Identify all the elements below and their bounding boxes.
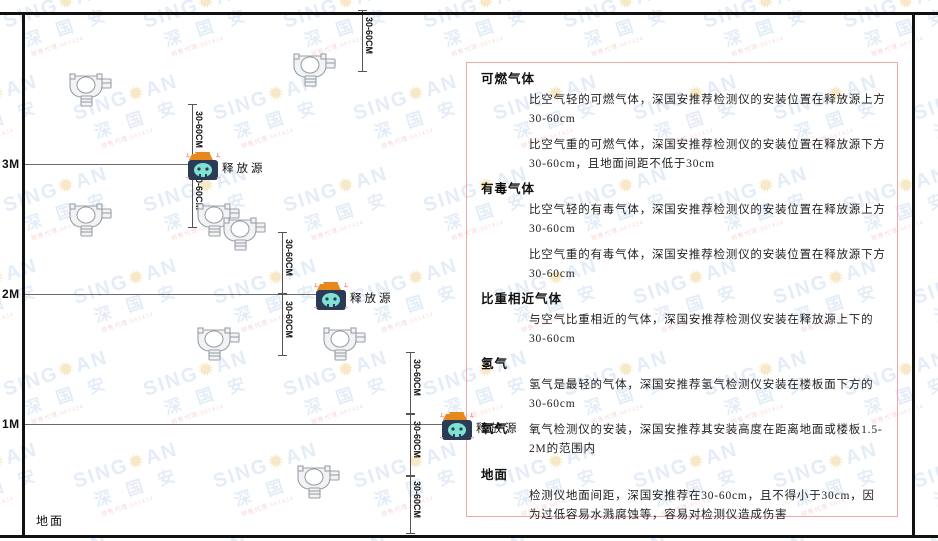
panel-section-combustible: 可燃气体比空气轻的可燃气体，深国安推荐检测仪的安装位置在释放源上方30-60cm… xyxy=(481,71,887,174)
gas-detector-icon xyxy=(196,322,242,369)
panel-section-heading: 有毒气体 xyxy=(481,182,536,196)
frame-top-border xyxy=(0,12,938,15)
panel-section-heading: 氢气 xyxy=(481,357,509,371)
panel-section-ground: 地面检测仪地面间距，深国安推荐在30-60cm，且不得小于30cm，因为过低容易… xyxy=(481,467,887,525)
dimension-line xyxy=(406,352,416,414)
gas-detector-icon xyxy=(292,48,338,95)
gas-detector-icon xyxy=(196,198,242,245)
dimension-label: 30-60CM xyxy=(284,239,294,277)
panel-section-hydrogen: 氢气氢气是最轻的气体，深国安推荐氢气检测仪安装在楼板面下方的30-60cm xyxy=(481,356,887,414)
panel-section-paragraph: 氧气检测仪的安装，深国安推荐其安装高度在距离地面或楼板1.5-2M的范围内 xyxy=(529,424,883,455)
frame-bottom-border xyxy=(0,535,938,538)
release-source-label: 释放源 xyxy=(222,163,266,175)
panel-section-heading: 氧气 xyxy=(481,422,509,436)
panel-section-heading: 比重相近气体 xyxy=(481,292,563,306)
dimension-label: 30-60CM xyxy=(412,421,422,459)
panel-section-similar-density: 比重相近气体与空气比重相近的气体，深国安推荐检测仪安装在释放源上下的30-60c… xyxy=(481,291,887,349)
vertical-axis xyxy=(22,12,25,538)
panel-section-heading: 地面 xyxy=(481,468,509,482)
dimension-label: 30-60CM xyxy=(364,17,374,55)
dimension-label: 30-60CM xyxy=(194,111,204,149)
release-source-icon xyxy=(186,152,220,187)
dimension-line xyxy=(406,414,416,476)
level-label-3m: 3M xyxy=(2,157,20,171)
dimension-label: 30-60CM xyxy=(412,359,422,397)
panel-section-heading: 可燃气体 xyxy=(481,72,536,86)
dimension-line xyxy=(278,294,288,356)
release-source-label: 释放源 xyxy=(350,293,394,305)
panel-section-toxic: 有毒气体比空气轻的有毒气体，深国安推荐检测仪的安装位置在释放源上方30-60cm… xyxy=(481,181,887,284)
panel-section-oxygen: 氧气 氧气检测仪的安装，深国安推荐其安装高度在距离地面或楼板1.5-2M的范围内 xyxy=(481,421,887,466)
gas-detector-icon xyxy=(296,460,342,507)
frame-right-border xyxy=(912,12,915,538)
gas-detector-icon xyxy=(222,212,268,259)
level-label-2m: 2M xyxy=(2,287,20,301)
recommendation-panel: 可燃气体比空气轻的可燃气体，深国安推荐检测仪的安装位置在释放源上方30-60cm… xyxy=(466,62,898,521)
panel-section-paragraph: 与空气比重相近的气体，深国安推荐检测仪安装在释放源上下的30-60cm xyxy=(529,314,874,345)
level-line-3m xyxy=(25,164,210,165)
release-source-label: 释放源 xyxy=(476,423,520,435)
dimension-line xyxy=(278,232,288,294)
level-line-2m xyxy=(25,294,325,295)
level-label-1m: 1M xyxy=(2,417,20,431)
release-source-icon xyxy=(314,282,348,317)
level-line-1m xyxy=(25,424,455,425)
dimension-line xyxy=(406,476,416,534)
ground-label: 地面 xyxy=(36,514,65,528)
panel-section-paragraph: 比空气重的可燃气体，深国安推荐检测仪的安装位置在释放源下方30-60cm，且地面… xyxy=(529,139,886,170)
dimension-line xyxy=(358,10,368,72)
gas-detector-icon xyxy=(68,68,114,115)
panel-section-paragraph: 比空气轻的可燃气体，深国安推荐检测仪的安装位置在释放源上方30-60cm xyxy=(529,94,886,125)
release-source-icon xyxy=(440,412,474,447)
gas-detector-icon xyxy=(68,198,114,245)
dimension-label: 30-60CM xyxy=(284,301,294,339)
dimension-label: 30-60CM xyxy=(412,481,422,519)
panel-section-paragraph: 比空气重的有毒气体，深国安推荐检测仪的安装位置在释放源下方30-60cm xyxy=(529,249,886,280)
panel-section-paragraph: 比空气轻的有毒气体，深国安推荐检测仪的安装位置在释放源上方30-60cm xyxy=(529,204,886,235)
gas-detector-icon xyxy=(322,322,368,369)
panel-section-paragraph: 检测仪地面间距，深国安推荐在30-60cm，且不得小于30cm，因为过低容易水溅… xyxy=(529,490,875,521)
panel-section-paragraph: 氢气是最轻的气体，深国安推荐氢气检测仪安装在楼板面下方的30-60cm xyxy=(529,379,874,410)
